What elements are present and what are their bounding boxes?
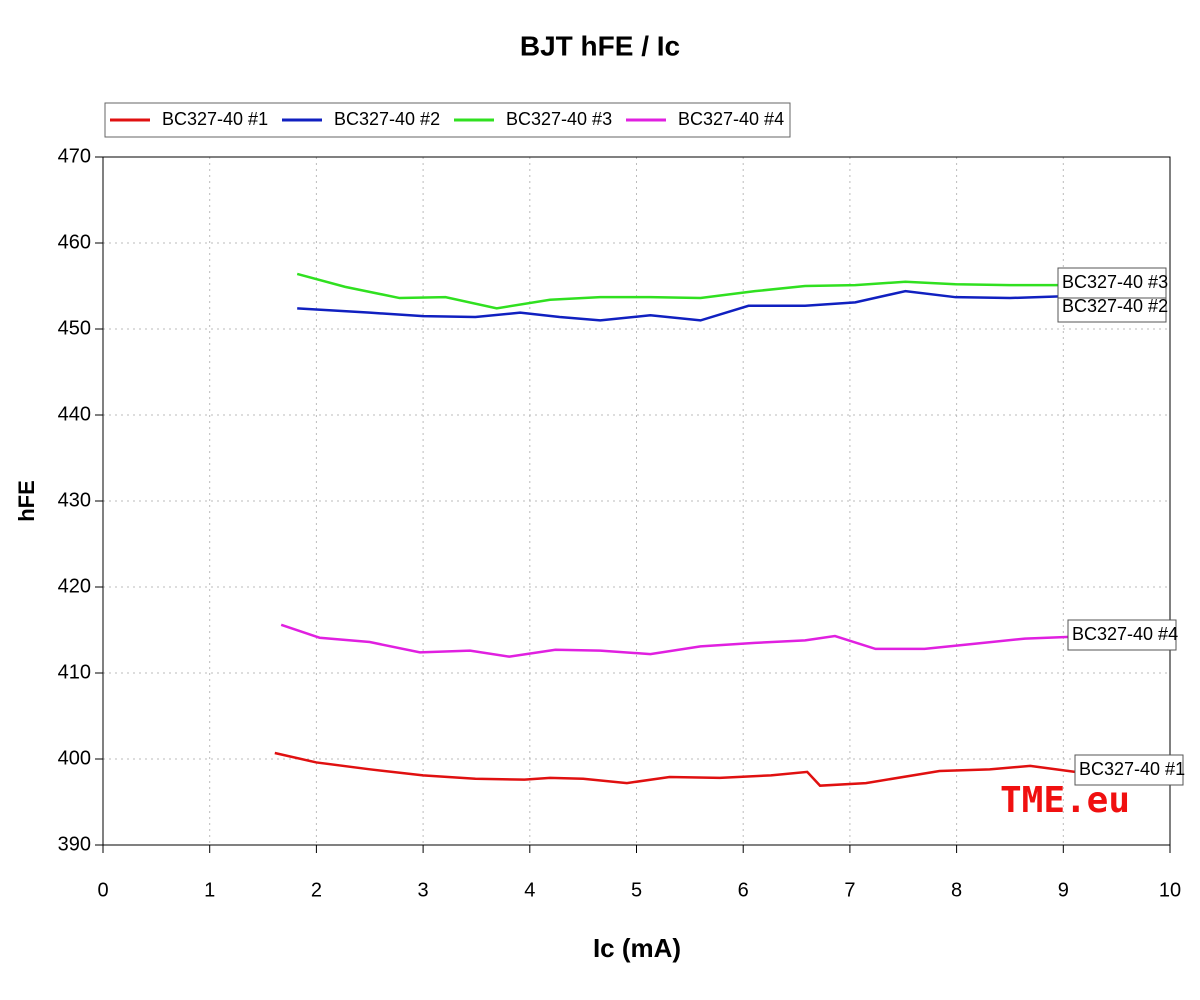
watermark: TME.eu [1000,780,1130,821]
y-tick-label: 460 [58,231,91,253]
y-tick-label: 430 [58,489,91,511]
x-axis-label: Ic (mA) [593,933,681,963]
end-label: BC327-40 #2 [1062,296,1168,316]
legend-box [104,102,791,138]
x-tick-label: 10 [1159,879,1181,901]
x-tick-label: 9 [1058,879,1069,901]
x-tick-label: 1 [204,879,215,901]
x-tick-label: 5 [631,879,642,901]
end-label: BC327-40 #4 [1072,624,1178,644]
end-label-box [1074,754,1184,786]
y-tick-label: 400 [58,747,91,769]
series-line [274,751,1076,787]
x-tick-label: 8 [951,879,962,901]
x-tick-label: 4 [524,879,535,901]
x-tick-label: 7 [844,879,855,901]
series-line [296,272,1061,310]
end-label: BC327-40 #3 [1062,272,1168,292]
legend-label: BC327-40 #4 [678,109,784,129]
y-tick-label: 440 [58,403,91,425]
series-line [297,289,1061,322]
x-tick-label: 6 [738,879,749,901]
x-tick-label: 3 [418,879,429,901]
legend-label: BC327-40 #2 [334,109,440,129]
y-tick-label: 410 [58,661,91,683]
x-tick-label: 2 [311,879,322,901]
y-tick-label: 470 [58,145,91,167]
end-label: BC327-40 #1 [1079,759,1185,779]
series-line [280,623,1070,658]
plot-frame [102,156,1171,846]
y-axis-label: hFE [14,480,39,522]
legend-label: BC327-40 #3 [506,109,612,129]
y-tick-label: 420 [58,575,91,597]
chart-title: BJT hFE / Ic [520,30,680,61]
x-tick-label: 0 [97,879,108,901]
legend-label: BC327-40 #1 [162,109,268,129]
y-tick-label: 390 [58,833,91,855]
end-label-box [1057,267,1167,299]
y-tick-label: 450 [58,317,91,339]
end-label-box [1067,619,1177,651]
